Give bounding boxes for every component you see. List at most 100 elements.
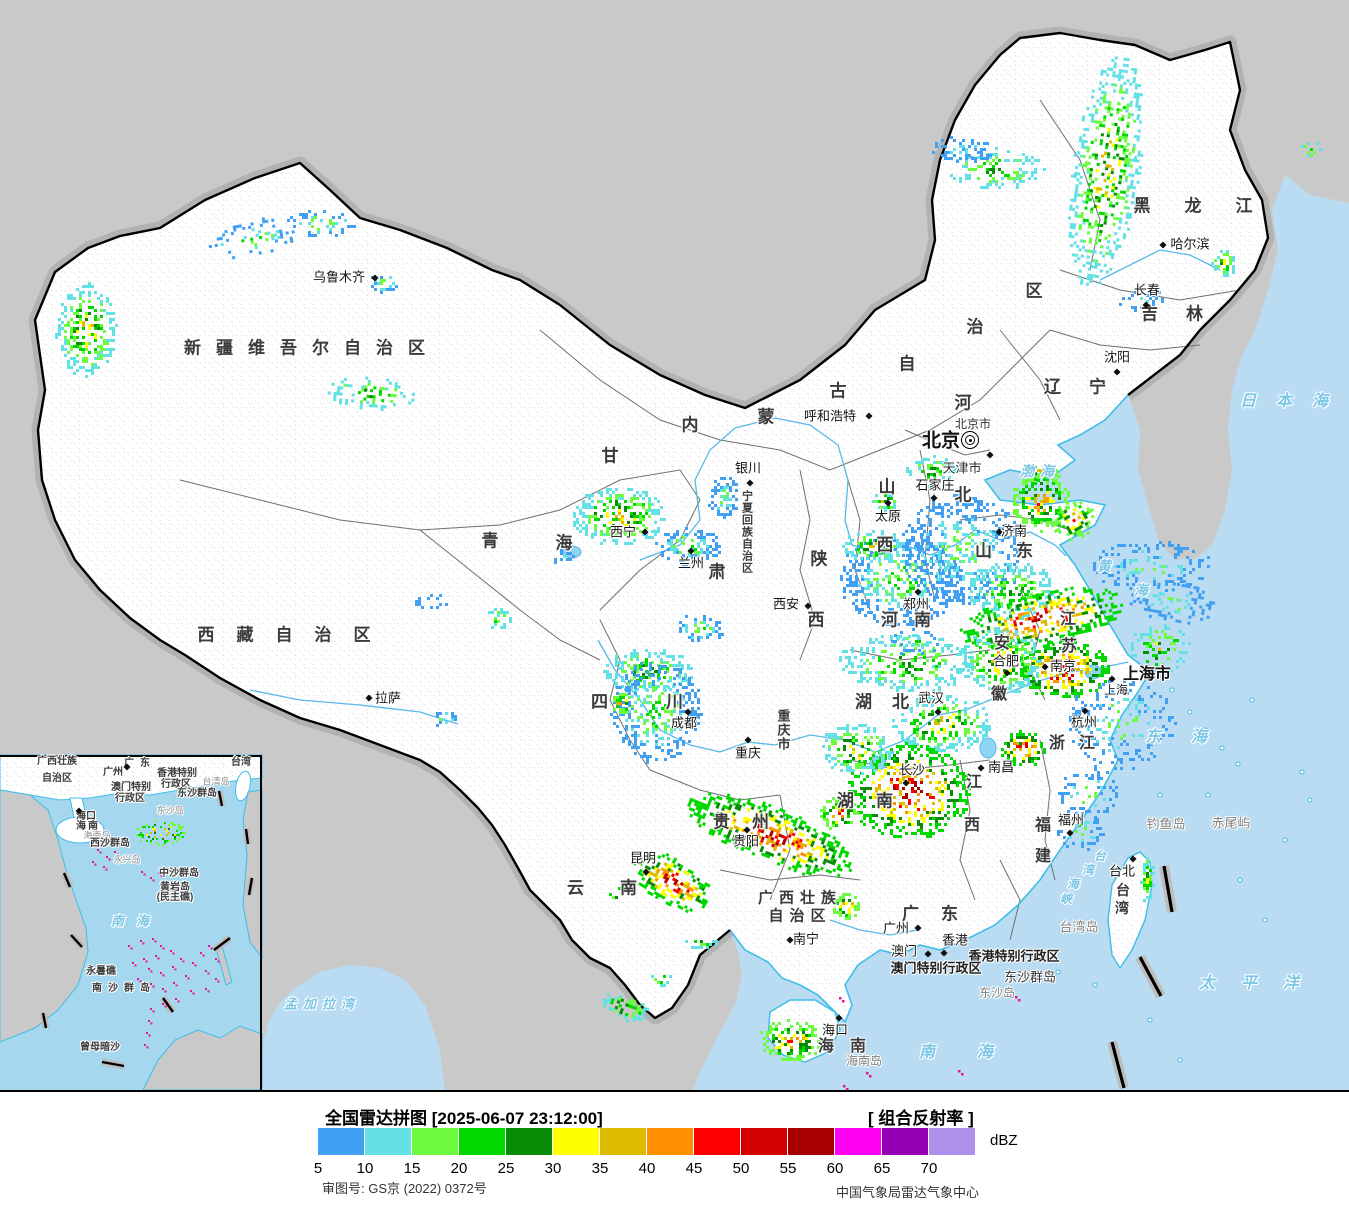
- capital-star-icon: [961, 431, 979, 449]
- province-label: 黑龙江: [1133, 196, 1287, 216]
- province-label: 西: [876, 535, 894, 555]
- colorbar-tick: 25: [497, 1160, 515, 1177]
- inset-label: 东沙群岛: [177, 788, 217, 799]
- reflectivity-colorbar: [318, 1128, 976, 1155]
- province-label: 河: [954, 393, 972, 413]
- inset-label: 香港特别: [157, 768, 197, 779]
- map-annotation: 台湾岛: [1059, 919, 1099, 935]
- province-label: 内: [681, 415, 699, 435]
- city-label: 拉萨: [374, 690, 402, 706]
- colorbar-tick: 60: [826, 1160, 844, 1177]
- colorbar-cell: [318, 1128, 364, 1155]
- radar-map-canvas: 黑龙江 吉林 辽宁内蒙古自治区新疆维吾尔自治区 西藏自治区青海甘肃宁夏回族自治区陕西山…: [0, 0, 1349, 1090]
- colorbar-tick: 10: [356, 1160, 374, 1177]
- colorbar-tick: 35: [591, 1160, 609, 1177]
- sea-label: 渤海: [1020, 463, 1060, 479]
- sea-label: 孟加拉湾: [283, 996, 361, 1012]
- colorbar-tick: 5: [313, 1160, 323, 1177]
- province-label: 徽: [990, 686, 1008, 703]
- province-label: 台: [1116, 882, 1130, 898]
- province-label: 自: [898, 354, 916, 374]
- province-label: 西: [807, 610, 825, 630]
- map-annotation: 东沙群岛: [1003, 969, 1057, 985]
- sea-label: 太平洋: [1198, 975, 1326, 992]
- city-label: 合肥: [992, 653, 1020, 669]
- inset-label: 台湾: [231, 757, 251, 768]
- colorbar-cell: [788, 1128, 834, 1155]
- colorbar-tick: 20: [450, 1160, 468, 1177]
- sea-label: 湾: [1081, 863, 1095, 877]
- province-label: 吉林: [1141, 304, 1231, 324]
- sea-label: 海: [1134, 582, 1148, 598]
- inset-label: 永暑礁: [86, 966, 116, 977]
- inset-label: 中沙群岛: [159, 868, 199, 879]
- city-label: 郑州: [902, 596, 930, 612]
- city-label: 呼和浩特: [803, 408, 857, 424]
- city-label: 太原: [874, 508, 902, 524]
- inset-label: 永兴岛: [113, 854, 141, 865]
- inset-label: 自治区: [42, 773, 72, 784]
- province-label: 湖南: [837, 791, 915, 811]
- map-annotation: 海南岛: [845, 1054, 883, 1068]
- city-label: 南宁: [792, 931, 820, 947]
- colorbar-tick: 50: [732, 1160, 750, 1177]
- province-label: 陕: [810, 549, 828, 569]
- inset-label: 广西壮族: [37, 756, 77, 767]
- colorbar-tick: 40: [638, 1160, 656, 1177]
- province-label: 新疆维吾尔自治区: [184, 338, 440, 358]
- colorbar-cell: [600, 1128, 646, 1155]
- city-label: 南昌: [987, 759, 1015, 775]
- province-label: 西: [963, 817, 981, 834]
- inset-label: 黄岩岛: [160, 882, 190, 893]
- colorbar-tick: 15: [403, 1160, 421, 1177]
- city-label: 贵阳: [732, 833, 760, 849]
- city-label: 成都: [670, 715, 698, 731]
- city-label: 上海: [1103, 683, 1129, 697]
- city-label: 沈阳: [1103, 349, 1131, 365]
- colorbar-cell: [647, 1128, 693, 1155]
- province-label: 福: [1034, 817, 1052, 834]
- city-label: 海口: [821, 1022, 849, 1038]
- city-label: 杭州: [1070, 714, 1098, 730]
- map-annotation: 北京市: [954, 417, 992, 431]
- city-label: 南京: [1049, 658, 1077, 674]
- colorbar-cell: [506, 1128, 552, 1155]
- inset-label: 澳门特别: [111, 782, 151, 793]
- colorbar-cell: [882, 1128, 928, 1155]
- sea-label: 日本海: [1239, 393, 1349, 410]
- map-annotation: 钓鱼岛: [1146, 816, 1186, 832]
- inset-label: 曾母暗沙: [80, 1042, 120, 1053]
- legend-panel: 全国雷达拼图 [2025-06-07 23:12:00] [ 组合反射率 ] 5…: [0, 1090, 1349, 1208]
- map-annotation: 天津市: [942, 460, 982, 476]
- city-label: 长春: [1133, 282, 1161, 298]
- colorbar-tick: 65: [873, 1160, 891, 1177]
- province-label: 宁夏回族自治区: [740, 490, 753, 574]
- sea-label: 峡: [1059, 892, 1073, 906]
- city-label: 长沙: [898, 762, 926, 778]
- product-label: [ 组合反射率 ]: [868, 1109, 974, 1128]
- province-label: 广东: [902, 904, 980, 924]
- radar-echo-layer: [21, 56, 1322, 1061]
- province-label: 海: [555, 533, 573, 553]
- inset-label: 海南: [76, 821, 100, 832]
- province-label: 青: [481, 531, 499, 551]
- colorbar-cell: [365, 1128, 411, 1155]
- inset-label: 西沙群岛: [90, 838, 130, 849]
- city-label: 北京: [921, 430, 961, 452]
- city-label: 银川: [734, 460, 762, 476]
- city-label: 武汉: [917, 690, 945, 706]
- inset-label: 广东: [124, 758, 156, 769]
- colorbar-cell: [412, 1128, 458, 1155]
- province-label: 苏: [1060, 638, 1078, 655]
- colorbar-cell: [694, 1128, 740, 1155]
- sea-label: 黄: [1097, 558, 1111, 574]
- province-label: 湾: [1115, 900, 1129, 916]
- city-label: 哈尔滨: [1170, 236, 1210, 252]
- province-label: 山东: [975, 541, 1057, 561]
- inset-label: 南沙群岛: [92, 983, 156, 994]
- colorbar-tick: 30: [544, 1160, 562, 1177]
- colorbar-cell: [929, 1128, 975, 1155]
- colorbar-tick: 55: [779, 1160, 797, 1177]
- sea-label: 台: [1093, 849, 1107, 863]
